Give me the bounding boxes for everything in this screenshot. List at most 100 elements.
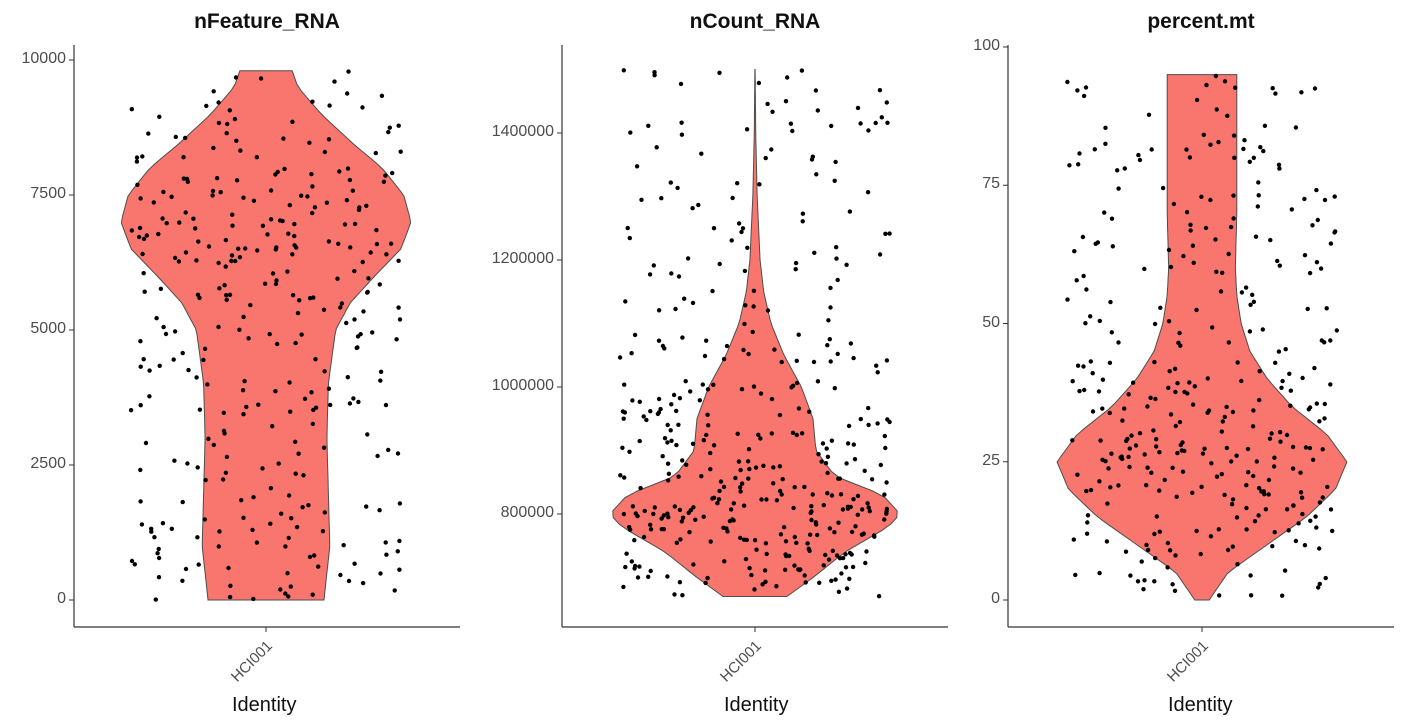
data-point: [230, 223, 235, 228]
data-point: [255, 248, 260, 253]
data-point: [211, 89, 216, 94]
data-point: [153, 597, 158, 602]
data-point: [820, 441, 826, 446]
data-point: [290, 252, 295, 257]
data-point: [700, 382, 705, 387]
data-point: [851, 442, 856, 447]
data-point: [680, 593, 685, 598]
data-point: [839, 571, 844, 576]
data-point: [172, 329, 178, 334]
data-point: [623, 564, 628, 570]
data-point: [1251, 155, 1256, 160]
data-point: [660, 343, 666, 349]
data-point: [328, 402, 333, 408]
data-point: [1146, 112, 1152, 118]
data-point: [1306, 407, 1311, 412]
data-point: [300, 505, 305, 510]
data-point: [339, 301, 345, 306]
data-point: [1203, 225, 1209, 231]
data-point: [1144, 483, 1149, 488]
data-point: [1256, 485, 1262, 491]
data-point: [237, 327, 242, 332]
data-point: [808, 532, 813, 537]
data-point: [1191, 260, 1196, 265]
data-point: [782, 567, 788, 572]
data-point: [710, 496, 715, 501]
panel-ncount-rna: nCount_RNA Identity 800000 1000000 1200000…: [470, 0, 950, 725]
data-point: [721, 525, 726, 530]
data-point: [310, 184, 315, 189]
data-point: [156, 546, 161, 552]
data-point: [172, 255, 178, 261]
data-point: [160, 216, 165, 221]
data-point: [344, 320, 349, 326]
data-point: [1081, 93, 1087, 99]
data-point: [1312, 86, 1318, 91]
data-point: [128, 408, 134, 413]
data-point: [634, 164, 640, 169]
data-point: [1109, 330, 1114, 335]
data-point: [1084, 287, 1089, 292]
data-point: [1096, 389, 1102, 394]
data-point: [621, 416, 626, 421]
data-point: [815, 108, 820, 113]
data-point: [858, 121, 863, 126]
data-point: [711, 226, 717, 231]
data-point: [356, 207, 362, 213]
data-point: [813, 88, 819, 93]
data-point: [877, 252, 883, 257]
data-point: [1320, 495, 1325, 500]
data-point: [143, 440, 149, 446]
data-point: [1080, 234, 1086, 240]
data-point: [321, 307, 327, 312]
data-point: [1194, 97, 1200, 103]
data-point: [273, 247, 278, 252]
data-point: [374, 241, 380, 247]
data-point: [386, 129, 391, 135]
data-point: [132, 562, 137, 567]
data-point: [251, 198, 257, 203]
data-point: [240, 388, 246, 393]
data-point: [800, 211, 806, 216]
data-point: [1260, 327, 1265, 332]
chart-plot-area: [1003, 45, 1394, 632]
data-point: [1200, 451, 1206, 456]
data-point: [683, 379, 688, 384]
data-point: [835, 277, 840, 283]
data-point: [1248, 593, 1254, 598]
data-point: [352, 561, 357, 566]
data-point: [1090, 409, 1096, 414]
data-point: [136, 234, 142, 240]
data-point: [172, 458, 177, 463]
data-point: [1152, 531, 1157, 537]
data-point: [1141, 587, 1146, 592]
data-point: [1175, 381, 1180, 386]
data-point: [1316, 585, 1321, 590]
panel-nfeature-rna: nFeature_RNA Identity 0 2500 5000 7500 10000…: [0, 0, 470, 725]
data-point: [1065, 79, 1070, 85]
data-point: [778, 532, 784, 537]
data-point: [1287, 371, 1292, 376]
data-point: [796, 406, 802, 411]
data-point: [808, 510, 813, 516]
data-point: [295, 310, 301, 316]
data-point: [753, 465, 759, 470]
data-point: [1135, 579, 1141, 584]
data-point: [680, 515, 686, 520]
data-point: [1092, 147, 1097, 152]
data-point: [826, 557, 832, 562]
data-point: [310, 592, 315, 597]
data-point: [1334, 328, 1339, 333]
data-point: [844, 586, 850, 591]
data-point: [388, 241, 394, 246]
data-point: [1230, 544, 1235, 549]
data-point: [395, 549, 400, 554]
data-point: [677, 507, 683, 513]
data-point: [1127, 464, 1132, 470]
data-point: [158, 286, 164, 291]
data-point: [1209, 461, 1214, 466]
data-point: [1290, 444, 1296, 450]
violin-shape: [1056, 74, 1348, 601]
data-point: [279, 511, 284, 516]
data-point: [1179, 448, 1184, 453]
